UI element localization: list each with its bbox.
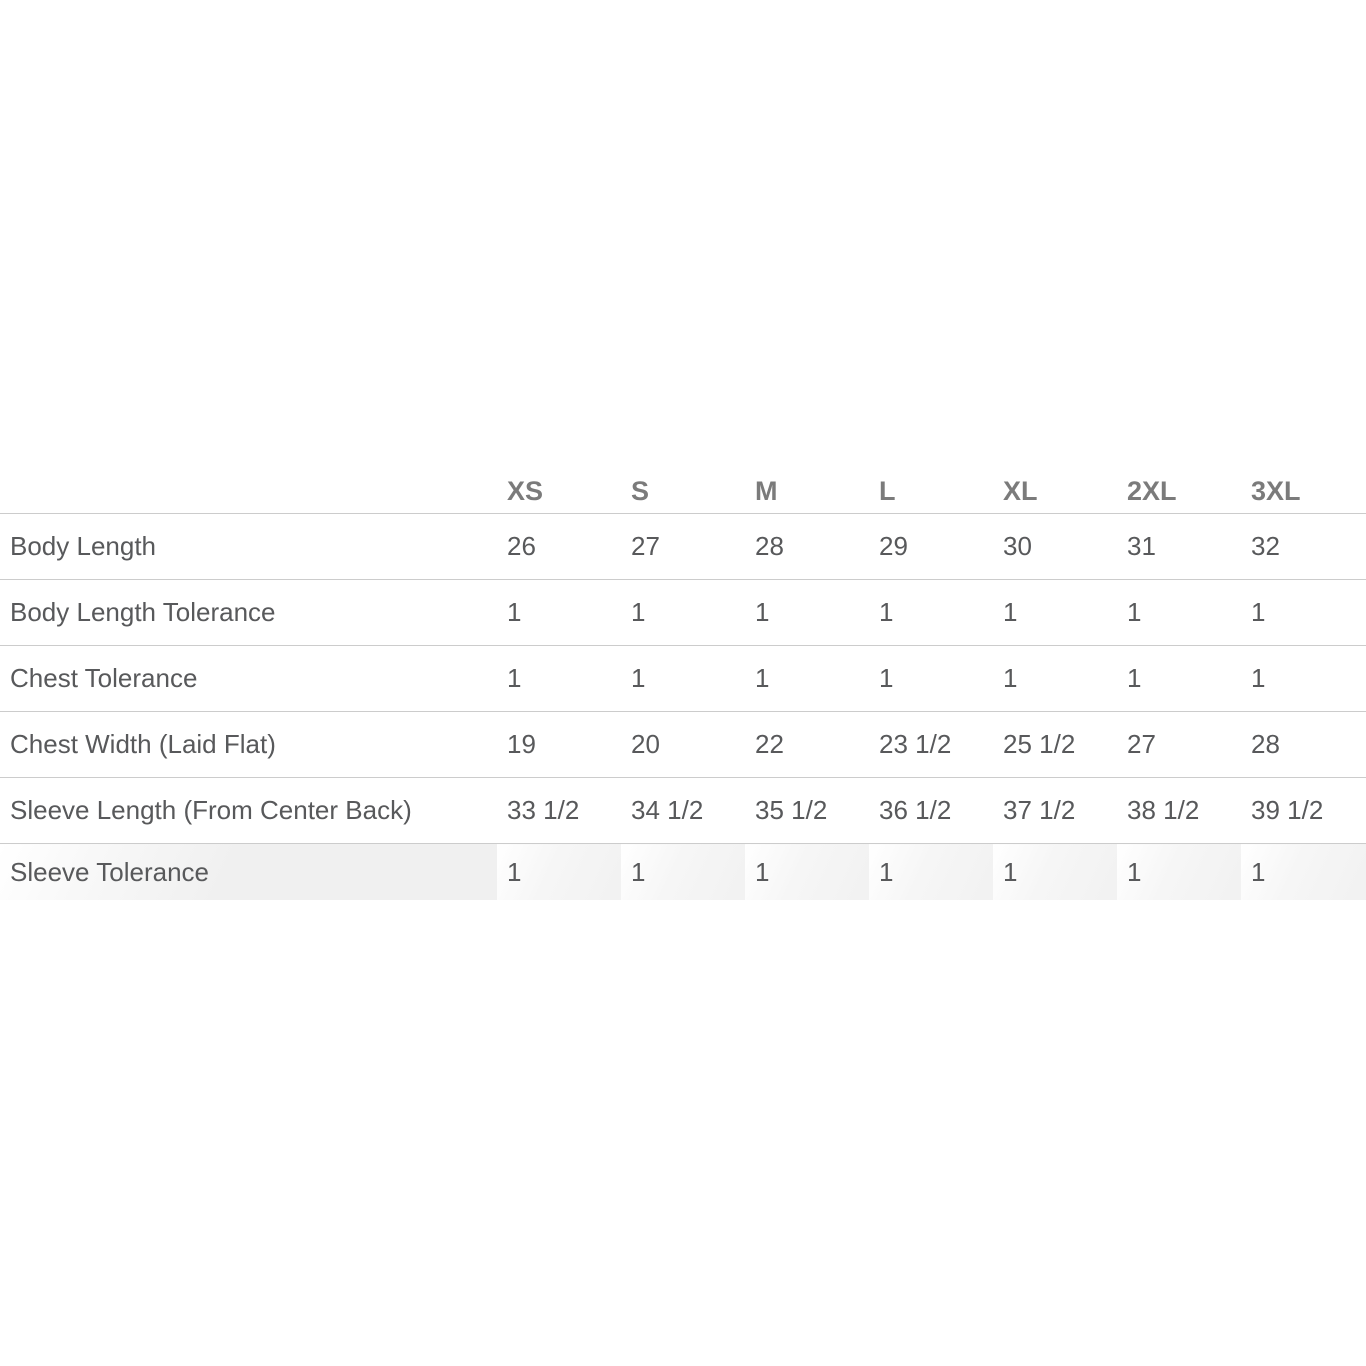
size-value-cell: 1	[621, 645, 745, 712]
size-value-cell: 1	[1241, 579, 1366, 646]
size-value-cell: 1	[869, 579, 993, 646]
size-value-cell: 22	[745, 711, 869, 778]
size-value-cell: 1	[993, 579, 1117, 646]
column-header: 3XL	[1251, 476, 1301, 506]
size-value-cell: 25 1/2	[993, 711, 1117, 778]
size-value-cell: 19	[497, 711, 621, 778]
size-value-cell: 1	[993, 843, 1117, 900]
table-row: Chest Tolerance 1 1 1 1 1 1 1	[0, 645, 1366, 712]
size-value-cell: 34 1/2	[621, 777, 745, 844]
size-value-cell: 1	[1117, 645, 1241, 712]
size-value-cell: 30	[993, 513, 1117, 580]
size-value-cell: 26	[497, 513, 621, 580]
size-value-cell: 31	[1117, 513, 1241, 580]
size-value-cell: 1	[745, 843, 869, 900]
size-value-cell: 1	[1117, 843, 1241, 900]
header-spacer-cell	[0, 470, 497, 514]
size-value-cell: 28	[745, 513, 869, 580]
row-label: Sleeve Length (From Center Back)	[0, 777, 497, 844]
size-value-cell: 1	[621, 579, 745, 646]
size-value-cell: 28	[1241, 711, 1366, 778]
size-chart-body: Body Length 26 27 28 29 30 31 32 Body Length Tol…	[0, 513, 1366, 900]
size-value-cell: 1	[869, 843, 993, 900]
row-label: Body Length Tolerance	[0, 579, 497, 646]
size-chart-table: XS S M L XL 2XL 3XL Body Length 26 27 28 29 30 31 32 B…	[0, 470, 1366, 900]
table-row: Body Length Tolerance 1 1 1 1 1 1 1	[0, 579, 1366, 646]
size-value-cell: 23 1/2	[869, 711, 993, 778]
size-value-cell: 1	[497, 645, 621, 712]
row-label: Chest Tolerance	[0, 645, 497, 712]
row-label: Chest Width (Laid Flat)	[0, 711, 497, 778]
size-value-cell: 37 1/2	[993, 777, 1117, 844]
size-value-cell: 32	[1241, 513, 1366, 580]
size-value-cell: 29	[869, 513, 993, 580]
size-value-cell: 33 1/2	[497, 777, 621, 844]
size-value-cell: 27	[1117, 711, 1241, 778]
size-value-cell: 1	[993, 645, 1117, 712]
table-row: Sleeve Length (From Center Back) 33 1/2 34…	[0, 777, 1366, 844]
row-label: Sleeve Tolerance	[0, 843, 497, 900]
size-value-cell: 39 1/2	[1241, 777, 1366, 844]
size-value-cell: 1	[1241, 843, 1366, 900]
size-value-cell: 1	[621, 843, 745, 900]
table-row: Body Length 26 27 28 29 30 31 32	[0, 513, 1366, 580]
row-label: Body Length	[0, 513, 497, 580]
size-value-cell: 38 1/2	[1117, 777, 1241, 844]
size-value-cell: 1	[497, 579, 621, 646]
size-value-cell: 1	[1117, 579, 1241, 646]
column-header: M	[755, 476, 778, 506]
size-value-cell: 36 1/2	[869, 777, 993, 844]
size-value-cell: 1	[869, 645, 993, 712]
size-value-cell: 1	[1241, 645, 1366, 712]
column-header: L	[879, 476, 896, 506]
column-header: 2XL	[1127, 476, 1177, 506]
column-header: XS	[507, 476, 544, 506]
size-value-cell: 27	[621, 513, 745, 580]
column-header: S	[631, 476, 650, 506]
size-value-cell: 1	[745, 645, 869, 712]
size-value-cell: 1	[745, 579, 869, 646]
size-value-cell: 1	[497, 843, 621, 900]
table-row: Sleeve Tolerance 1 1 1 1 1 1 1	[0, 843, 1366, 900]
size-value-cell: 35 1/2	[745, 777, 869, 844]
size-chart-header-row: XS S M L XL 2XL 3XL	[0, 470, 1366, 514]
table-row: Chest Width (Laid Flat) 19 20 22 23 1/2 25 1/…	[0, 711, 1366, 778]
size-value-cell: 20	[621, 711, 745, 778]
column-header: XL	[1003, 476, 1038, 506]
